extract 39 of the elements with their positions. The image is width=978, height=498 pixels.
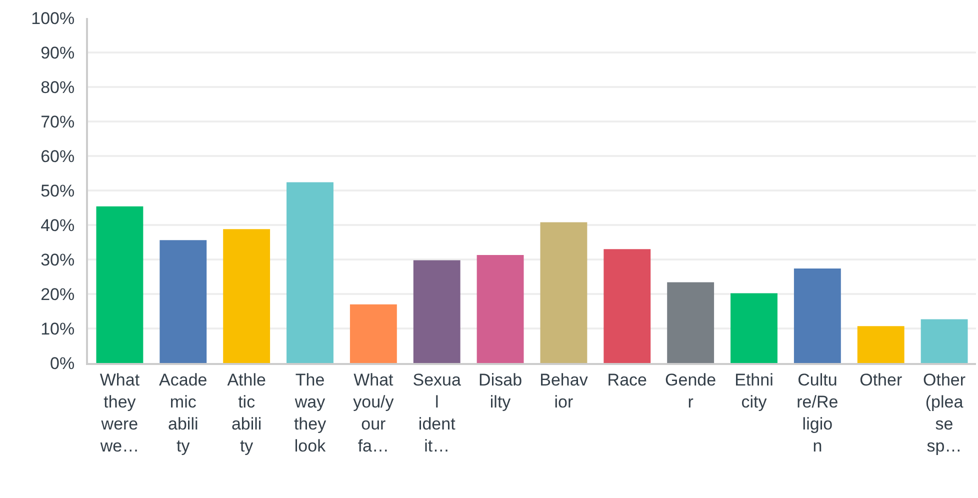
x-tick-label: Disabilty (478, 370, 522, 412)
bar (96, 206, 144, 363)
x-tick-label: Other (please sp… (923, 370, 966, 456)
x-tick-label: What you/your fa… (353, 370, 394, 456)
y-tick-label: 20% (40, 284, 75, 304)
y-tick-label: 30% (40, 250, 75, 270)
y-tick-label: 80% (40, 78, 75, 97)
x-tick-label: Athletic ability (227, 370, 266, 456)
bar (794, 268, 841, 363)
x-tick-label: Gender (665, 370, 716, 412)
bar (286, 182, 334, 363)
y-tick-label: 60% (40, 146, 75, 166)
bar (476, 255, 524, 363)
y-tick-label: 40% (40, 216, 75, 235)
x-tick-label: Sexual identit… (412, 370, 462, 456)
x-tick-label: Ethnicity (734, 370, 774, 412)
bar (730, 293, 778, 363)
x-tick-label: Race (607, 370, 647, 390)
y-tick-label: 90% (40, 43, 75, 62)
bar (604, 249, 651, 363)
bar (857, 326, 904, 363)
bar (540, 222, 588, 363)
y-tick-label: 70% (40, 112, 75, 132)
y-tick-label: 50% (40, 181, 75, 200)
y-tick-label: 0% (50, 354, 75, 373)
x-tick-label: What they were we… (99, 370, 140, 456)
bar (160, 240, 207, 363)
bar (223, 229, 270, 363)
y-tick-label: 10% (40, 319, 75, 338)
bar (667, 282, 714, 363)
x-tick-label: The way they look (294, 370, 327, 456)
bar (350, 304, 397, 363)
bar (920, 319, 968, 363)
x-tick-label: Behavior (540, 370, 588, 412)
y-tick-label: 100% (31, 8, 75, 28)
x-tick-label: Academic ability (159, 370, 208, 456)
bar (413, 260, 460, 363)
x-tick-label: Other (860, 370, 902, 390)
x-tick-label: Culture/Religion (796, 370, 838, 456)
